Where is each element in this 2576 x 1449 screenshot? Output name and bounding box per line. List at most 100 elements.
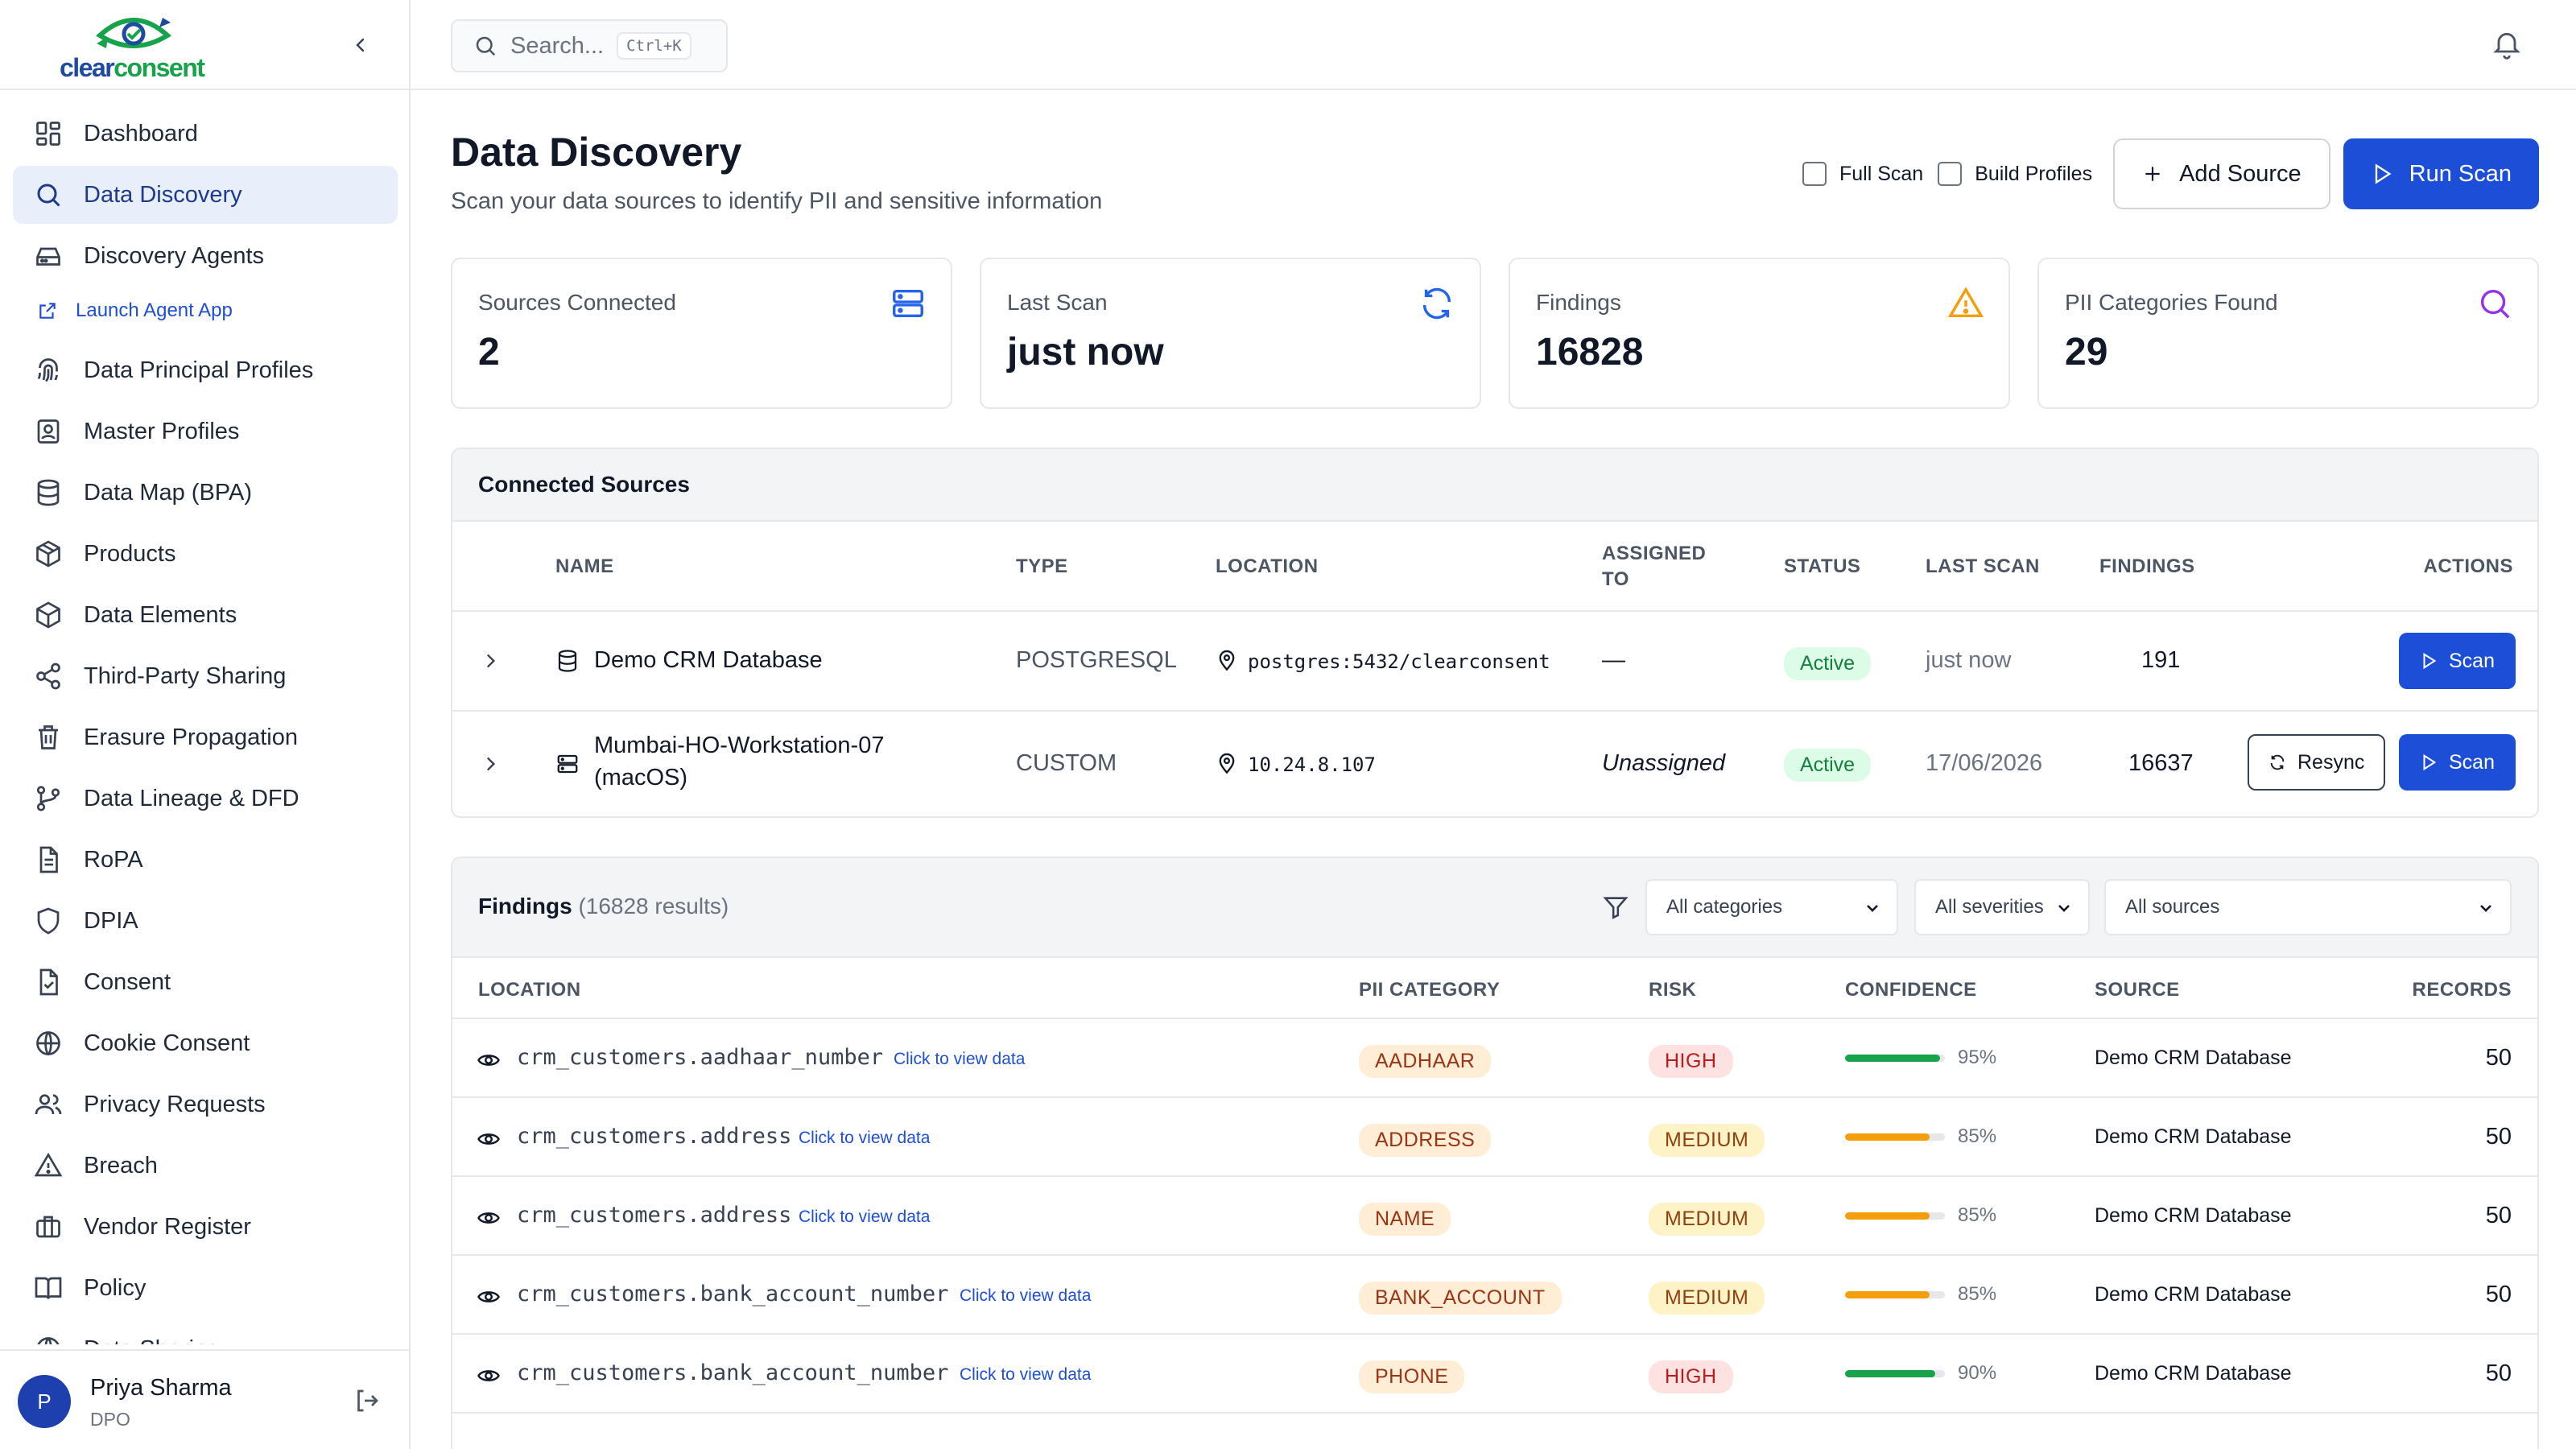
sidebar-item-label: Launch Agent App [76, 299, 233, 321]
column-header-actions: ACTIONS [2423, 555, 2513, 577]
panel-title: Findings (16828 results) [478, 894, 729, 919]
build-profiles-checkbox[interactable]: Build Profiles [1938, 162, 2092, 186]
eye-icon[interactable] [477, 1285, 501, 1309]
finding-location: crm_customers.address [517, 1203, 792, 1228]
view-data-link[interactable]: Click to view data [799, 1129, 931, 1147]
sidebar-item-erasure-propagation[interactable]: Erasure Propagation [13, 708, 398, 766]
view-data-link[interactable]: Click to view data [960, 1286, 1092, 1305]
sidebar-item-data-discovery[interactable]: Data Discovery [13, 166, 398, 224]
search-input[interactable]: Search... Ctrl+K [451, 19, 728, 72]
sidebar-item-consent[interactable]: Consent [13, 953, 398, 1011]
users-icon [32, 1088, 64, 1121]
pii-category-badge: BANK_ACCOUNT [1359, 1282, 1562, 1315]
sidebar-item-data-sharing[interactable]: Data Sharing [13, 1320, 398, 1344]
collapse-sidebar-button[interactable] [345, 29, 377, 61]
status-badge: Active [1784, 647, 1872, 680]
full-scan-checkbox[interactable]: Full Scan [1802, 162, 1923, 186]
sidebar-item-vendor-register[interactable]: Vendor Register [13, 1198, 398, 1256]
sidebar-item-label: Policy [84, 1274, 147, 1301]
confidence-bar [1845, 1291, 1945, 1298]
sidebar-item-label: Dashboard [84, 120, 198, 147]
sidebar-item-label: Discovery Agents [84, 242, 265, 269]
shield-icon [32, 905, 64, 937]
sidebar-item-data-principal-profiles[interactable]: Data Principal Profiles [13, 341, 398, 399]
file-text-icon [32, 844, 64, 876]
sidebar-item-data-lineage[interactable]: Data Lineage & DFD [13, 770, 398, 828]
avatar[interactable]: P [18, 1375, 71, 1428]
finding-records: 50 [2485, 1203, 2512, 1228]
sidebar-item-ropa[interactable]: RoPA [13, 831, 398, 889]
logout-button[interactable] [353, 1386, 385, 1418]
sidebar-item-master-profiles[interactable]: Master Profiles [13, 402, 398, 460]
server-icon [893, 289, 923, 318]
panel-header: Connected Sources [452, 449, 2537, 522]
logo-text-consent: consent [114, 53, 205, 82]
scan-button[interactable]: Scan [2399, 633, 2516, 689]
eye-icon[interactable] [477, 1127, 501, 1151]
stat-label: Last Scan [1007, 290, 1108, 315]
view-data-link[interactable]: Click to view data [960, 1365, 1092, 1384]
table-row[interactable]: crm_customers.aadhaar_number Click to vi… [452, 1019, 2537, 1098]
sidebar-item-cookie-consent[interactable]: Cookie Consent [13, 1014, 398, 1072]
confidence-value: 85% [1958, 1283, 1997, 1305]
severity-filter-select[interactable]: All severities [1914, 879, 2090, 935]
source-filter-select[interactable]: All sources [2104, 879, 2512, 935]
map-pin-icon [1219, 650, 1235, 671]
add-source-button[interactable]: Add Source [2113, 138, 2330, 209]
sidebar-item-discovery-agents[interactable]: Discovery Agents [13, 227, 398, 285]
chevron-right-icon[interactable] [480, 753, 501, 774]
resync-button[interactable]: Resync [2248, 734, 2386, 791]
sidebar-item-dashboard[interactable]: Dashboard [13, 105, 398, 163]
eye-icon[interactable] [477, 1364, 501, 1388]
sidebar-item-breach[interactable]: Breach [13, 1137, 398, 1195]
table-row[interactable]: crm_customers.address Click to view data… [452, 1098, 2537, 1177]
table-row[interactable]: crm_customers.address Click to view data… [452, 1177, 2537, 1256]
notifications-button[interactable] [2491, 27, 2526, 63]
clearconsent-logo[interactable]: clearconsent [56, 8, 217, 82]
chevron-right-icon[interactable] [480, 650, 501, 671]
view-data-link[interactable]: Click to view data [894, 1050, 1026, 1068]
package-icon [32, 538, 64, 570]
scan-button[interactable]: Scan [2399, 734, 2516, 791]
finding-source: Demo CRM Database [2095, 1362, 2292, 1385]
checkbox-box[interactable] [1938, 162, 1963, 186]
share-icon [32, 660, 64, 692]
stat-value: just now [1007, 331, 1164, 374]
stat-label: PII Categories Found [2065, 290, 2278, 315]
search-icon [2480, 289, 2510, 319]
sidebar-item-policy[interactable]: Policy [13, 1259, 398, 1317]
table-row[interactable]: Demo CRM Database POSTGRESQL postgres:54… [452, 612, 2537, 712]
chevron-down-icon [1867, 905, 1878, 912]
view-data-link[interactable]: Click to view data [799, 1208, 931, 1226]
table-row[interactable]: crm_customers.bank_account_number Click … [452, 1256, 2537, 1335]
sidebar-item-label: Breach [84, 1152, 158, 1179]
sidebar-item-privacy-requests[interactable]: Privacy Requests [13, 1075, 398, 1133]
book-open-icon [32, 1272, 64, 1304]
sidebar-item-data-map[interactable]: Data Map (BPA) [13, 464, 398, 522]
run-scan-button[interactable]: Run Scan [2343, 138, 2539, 209]
sidebar-item-label: Master Profiles [84, 418, 240, 444]
column-header-confidence: CONFIDENCE [1845, 979, 1977, 1001]
sidebar-item-products[interactable]: Products [13, 525, 398, 583]
sidebar-item-data-elements[interactable]: Data Elements [13, 586, 398, 644]
table-row[interactable]: Mumbai-HO-Workstation-07 (macOS) CUSTOM … [452, 712, 2537, 816]
confidence-bar-fill [1845, 1212, 1930, 1220]
source-assigned: — [1602, 647, 1625, 673]
fingerprint-icon [32, 354, 64, 386]
eye-icon[interactable] [477, 1206, 501, 1230]
confidence-bar [1845, 1370, 1945, 1377]
sidebar-item-third-party-sharing[interactable]: Third-Party Sharing [13, 647, 398, 705]
source-name-suffix: (macOS) [594, 765, 687, 791]
sidebar-item-dpia[interactable]: DPIA [13, 892, 398, 950]
pii-category-badge: ADDRESS [1359, 1124, 1492, 1157]
eye-icon[interactable] [477, 1048, 501, 1072]
table-row[interactable]: crm_customers.bank_account_number Click … [452, 1335, 2537, 1414]
source-type: POSTGRESQL [1016, 647, 1177, 673]
logout-icon [357, 1389, 378, 1412]
launch-agent-app-link[interactable]: Launch Agent App [13, 288, 398, 333]
category-filter-select[interactable]: All categories [1645, 879, 1898, 935]
risk-badge: MEDIUM [1649, 1203, 1765, 1236]
pii-category-badge: AADHAAR [1359, 1045, 1492, 1078]
column-header-source: SOURCE [2095, 979, 2180, 1001]
checkbox-box[interactable] [1802, 162, 1827, 186]
